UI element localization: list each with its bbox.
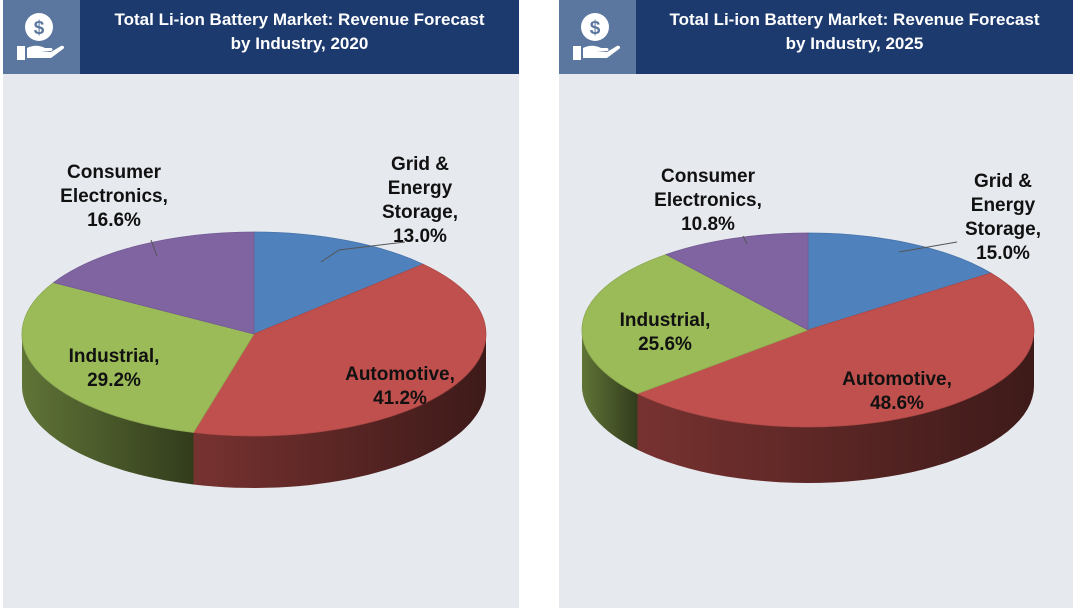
data-label-consumer-electronics: Consumer Electronics, 10.8% [654,166,762,235]
chart-title: Total Li-ion Battery Market: Revenue For… [80,8,519,56]
data-label-automotive: Automotive, 41.2% [345,364,455,409]
pie-chart-2020: Grid & Energy Storage, 13.0% Automotive, 41.2… [21,154,487,488]
chart-panel-2020: $ Total Li-ion Battery Market: Revenue F… [3,0,519,608]
chart-header: $ Total Li-ion Battery Market: Revenue F… [3,0,519,74]
pie-slice-grid-energy-storage [807,232,992,331]
chart-panel-2025: $ Total Li-ion Battery Market: Revenue F… [559,0,1073,608]
data-label-grid-energy-storage: Grid & Energy Storage, 13.0% [382,154,458,247]
pie-slice-consumer-electronics [52,231,255,335]
leader-line [898,241,958,253]
pie-chart-2025: Grid & Energy Storage, 15.0% Automotive, 48.6… [581,166,1041,483]
money-hand-icon: $ [573,13,621,60]
chart-title-line1: Total Li-ion Battery Market: Revenue For… [669,10,1040,29]
chart-title-line2: by Industry, 2025 [785,34,924,53]
pie-side-automotive [637,330,1034,483]
leader-line [320,241,406,263]
pie-side-industrial [22,334,194,485]
leader-line [150,239,158,257]
pie-slice-industrial [581,254,809,395]
icon-box: $ [3,0,80,74]
icon-box: $ [559,0,636,74]
chart-title-line2: by Industry, 2020 [230,34,369,53]
svg-text:$: $ [590,18,601,39]
pie-slice-automotive [192,263,487,437]
chart-title-line1: Total Li-ion Battery Market: Revenue For… [114,10,485,29]
pie-slice-industrial [21,282,255,433]
pie-side-automotive [193,334,486,488]
data-label-industrial: Industrial, 29.2% [69,346,160,391]
pie-slice-grid-energy-storage [253,231,425,335]
data-label-grid-energy-storage: Grid & Energy Storage, 15.0% [965,171,1041,264]
svg-text:$: $ [34,18,45,39]
chart-header: $ Total Li-ion Battery Market: Revenue F… [559,0,1073,74]
pie-slice-automotive [636,272,1035,428]
leader-line [742,235,748,245]
data-label-automotive: Automotive, 48.6% [842,369,952,414]
data-label-industrial: Industrial, 25.6% [620,310,711,355]
money-hand-icon: $ [17,13,65,60]
pie-side-industrial [582,330,638,450]
chart-title: Total Li-ion Battery Market: Revenue For… [636,8,1073,56]
data-label-consumer-electronics: Consumer Electronics, 16.6% [60,162,168,231]
pie-slice-consumer-electronics [665,232,809,331]
